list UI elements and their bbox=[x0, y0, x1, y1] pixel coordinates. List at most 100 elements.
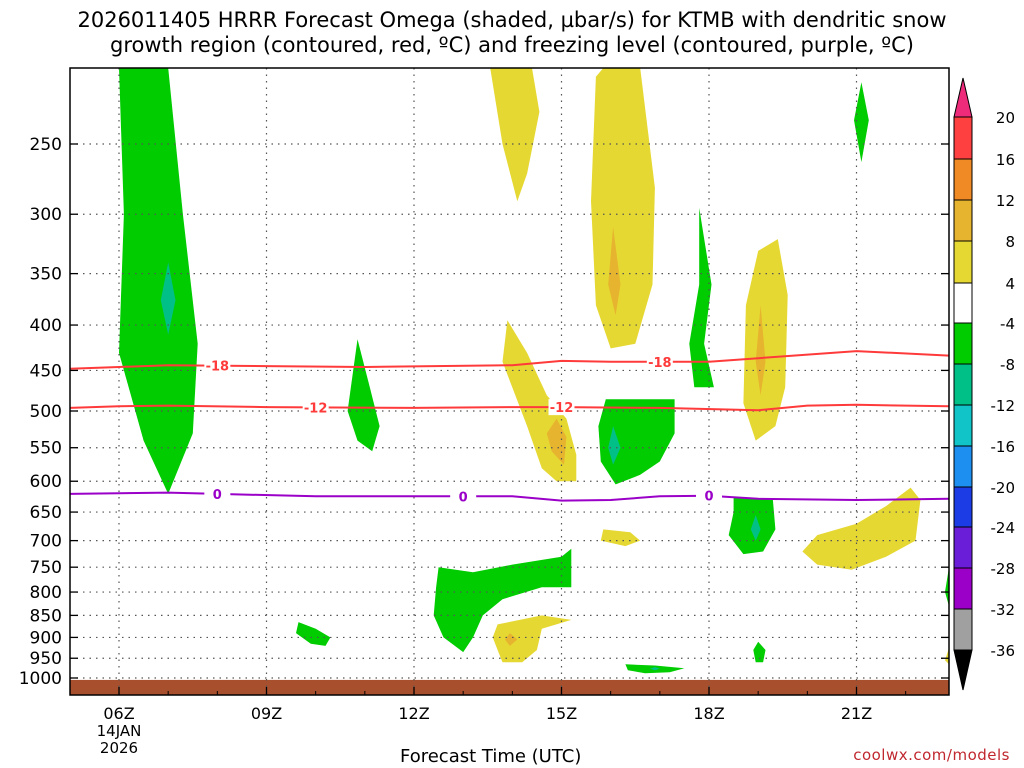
omega-region-17 bbox=[802, 487, 921, 570]
colorbar-label: -32 bbox=[991, 601, 1016, 619]
y-tick-label: 950 bbox=[30, 649, 62, 669]
y-tick-label: 450 bbox=[30, 361, 62, 381]
terrain-band bbox=[70, 679, 949, 695]
date-label-year: 2026 bbox=[100, 739, 138, 757]
colorbar-label: -12 bbox=[991, 397, 1016, 415]
y-tick-label: 800 bbox=[30, 583, 62, 603]
colorbar-label: 12 bbox=[996, 192, 1015, 210]
dgz-contour-minus12 bbox=[69, 403, 950, 412]
contour-label-bg-5 bbox=[450, 488, 477, 505]
contour-label-bg-0 bbox=[204, 357, 231, 374]
omega-region-23 bbox=[650, 667, 660, 671]
colorbar-label: 16 bbox=[996, 151, 1015, 169]
y-tick-label: 1000 bbox=[19, 669, 62, 689]
y-tick-label: 900 bbox=[30, 628, 62, 648]
contour-label-bg-1 bbox=[646, 353, 673, 370]
colorbar-label: 8 bbox=[1005, 233, 1015, 251]
colorbar-swatch-11 bbox=[953, 567, 973, 610]
y-tick-label: 650 bbox=[30, 503, 62, 523]
plot-frame bbox=[69, 67, 950, 696]
chart-title: 2026011405 HRRR Forecast Omega (shaded, … bbox=[0, 8, 1024, 58]
contour-label-4: 0 bbox=[213, 488, 222, 503]
colorbar-swatch-8 bbox=[953, 445, 973, 488]
y-tick-label: 600 bbox=[30, 472, 62, 492]
omega-region-11 bbox=[755, 305, 766, 396]
omega-shading bbox=[119, 68, 949, 674]
terrain-rect bbox=[70, 679, 949, 695]
contour-label-3: -12 bbox=[550, 401, 574, 416]
omega-region-4 bbox=[490, 68, 540, 202]
colorbar: 20 16 12 8 4 -4 -8 -12 -16 -20 -24 -28 -32 -36 bbox=[953, 77, 1016, 691]
colorbar-swatch-2 bbox=[953, 199, 973, 242]
x-tick-label: 21Z bbox=[841, 704, 872, 723]
contour-label-bg-2 bbox=[302, 399, 329, 416]
colorbar-swatch-0 bbox=[953, 116, 973, 160]
x-tick-label: 06Z bbox=[103, 704, 134, 723]
omega-region-6 bbox=[546, 418, 567, 465]
contour-lines: -18 -18 -12 -12 0 0 0 bbox=[69, 350, 950, 505]
y-tick-label: 250 bbox=[30, 135, 62, 155]
omega-region-15 bbox=[728, 497, 776, 555]
omega-region-1 bbox=[160, 262, 176, 335]
y-tick-label: 750 bbox=[30, 558, 62, 578]
credit-link[interactable]: coolwx.com/models bbox=[853, 746, 1010, 764]
omega-region-20 bbox=[492, 615, 572, 663]
colorbar-swatch-10 bbox=[953, 526, 973, 569]
colorbar-top-arrow bbox=[953, 77, 973, 118]
colorbar-label: -28 bbox=[991, 560, 1016, 578]
omega-region-26 bbox=[945, 648, 949, 665]
omega-region-24 bbox=[753, 641, 766, 663]
colorbar-bottom-arrow bbox=[953, 649, 973, 691]
omega-region-3 bbox=[296, 622, 331, 646]
colorbar-swatch-9 bbox=[953, 486, 973, 528]
y-tick-label: 300 bbox=[30, 205, 62, 225]
omega-region-21 bbox=[505, 633, 518, 646]
y-tick-label: 550 bbox=[30, 439, 62, 459]
colorbar-label: 4 bbox=[1005, 275, 1015, 293]
colorbar-swatch-5 bbox=[953, 322, 973, 365]
colorbar-swatch-1 bbox=[953, 158, 973, 201]
omega-region-19 bbox=[433, 548, 572, 653]
date-label-day: 14JAN bbox=[97, 722, 142, 740]
contour-label-0: -18 bbox=[206, 360, 230, 375]
omega-region-12 bbox=[598, 399, 675, 485]
y-tick-label: 350 bbox=[30, 265, 62, 285]
omega-region-18 bbox=[854, 82, 869, 163]
grid-lines bbox=[70, 68, 949, 695]
colorbar-label: -4 bbox=[1000, 315, 1015, 333]
omega-region-10 bbox=[743, 239, 788, 441]
colorbar-swatch-7 bbox=[953, 404, 973, 447]
contour-label-5: 0 bbox=[459, 490, 468, 505]
x-tick-label: 12Z bbox=[398, 704, 429, 723]
omega-region-13 bbox=[608, 426, 621, 465]
colorbar-label: -20 bbox=[991, 479, 1016, 497]
contour-label-bg-6 bbox=[696, 487, 723, 504]
x-tick-label: 09Z bbox=[251, 704, 282, 723]
omega-region-8 bbox=[608, 226, 621, 316]
title-line-2: growth region (contoured, red, ºC) and f… bbox=[110, 33, 914, 57]
colorbar-swatch-6 bbox=[953, 363, 973, 406]
y-tick-label: 500 bbox=[30, 402, 62, 422]
y-tick-label: 400 bbox=[30, 316, 62, 336]
contour-label-2: -12 bbox=[304, 401, 328, 416]
colorbar-swatch-4 bbox=[953, 282, 973, 324]
colorbar-label: 20 bbox=[996, 109, 1015, 127]
omega-region-0 bbox=[119, 68, 198, 494]
y-tick-label: 850 bbox=[30, 606, 62, 626]
colorbar-swatch-3 bbox=[953, 240, 973, 284]
omega-region-14 bbox=[600, 529, 641, 547]
omega-region-7 bbox=[591, 68, 655, 349]
x-axis-label: Forecast Time (UTC) bbox=[400, 746, 582, 767]
colorbar-label: -16 bbox=[991, 438, 1016, 456]
y-axis: 2503003504004505005506006507007508008509… bbox=[19, 135, 949, 689]
title-line-1: 2026011405 HRRR Forecast Omega (shaded, … bbox=[77, 8, 947, 32]
contour-label-bg-3 bbox=[548, 399, 575, 416]
colorbar-label: -8 bbox=[1000, 356, 1015, 374]
dgz-contour-minus18 bbox=[69, 350, 950, 370]
contour-label-6: 0 bbox=[704, 490, 713, 505]
contour-label-1: -18 bbox=[648, 356, 672, 371]
omega-region-25 bbox=[945, 567, 949, 616]
x-tick-label: 18Z bbox=[693, 704, 724, 723]
